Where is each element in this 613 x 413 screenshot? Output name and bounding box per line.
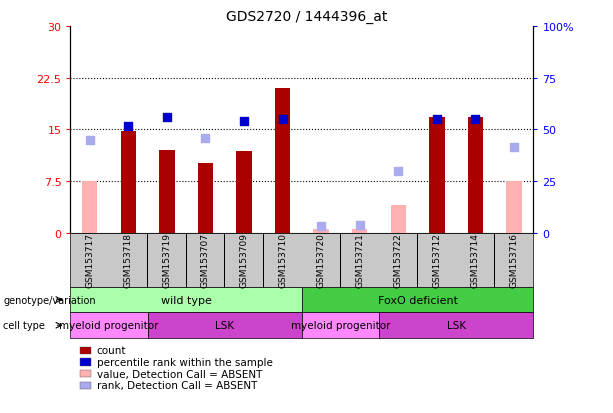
Point <box>85 137 94 144</box>
Text: GSM153717: GSM153717 <box>85 233 94 287</box>
Text: LSK: LSK <box>447 320 466 330</box>
Bar <box>468 118 483 233</box>
Text: GSM153707: GSM153707 <box>201 233 210 287</box>
Text: GSM153714: GSM153714 <box>471 233 480 287</box>
Point <box>509 144 519 151</box>
Text: GSM153718: GSM153718 <box>124 233 133 287</box>
Point <box>316 223 326 230</box>
Bar <box>121 131 136 233</box>
Bar <box>82 182 97 233</box>
Bar <box>506 182 522 233</box>
Text: percentile rank within the sample: percentile rank within the sample <box>97 357 273 367</box>
Text: GSM153719: GSM153719 <box>162 233 172 287</box>
Text: GSM153710: GSM153710 <box>278 233 287 287</box>
Point <box>239 119 249 125</box>
Text: myeloid progenitor: myeloid progenitor <box>59 320 159 330</box>
Text: value, Detection Call = ABSENT: value, Detection Call = ABSENT <box>97 369 262 379</box>
Text: GSM153712: GSM153712 <box>432 233 441 287</box>
Point <box>200 135 210 142</box>
Point <box>278 116 287 123</box>
Bar <box>275 89 291 233</box>
Bar <box>313 230 329 233</box>
Bar <box>390 206 406 233</box>
Text: GDS2720 / 1444396_at: GDS2720 / 1444396_at <box>226 10 387 24</box>
Text: GSM153722: GSM153722 <box>394 233 403 287</box>
Text: GSM153720: GSM153720 <box>317 233 326 287</box>
Bar <box>352 230 367 233</box>
Text: myeloid progenitor: myeloid progenitor <box>291 320 390 330</box>
Point <box>432 116 442 123</box>
Bar <box>198 163 213 233</box>
Text: count: count <box>97 346 126 356</box>
Point <box>162 114 172 121</box>
Text: LSK: LSK <box>215 320 234 330</box>
Text: wild type: wild type <box>161 295 211 305</box>
Text: rank, Detection Call = ABSENT: rank, Detection Call = ABSENT <box>97 380 257 390</box>
Text: GSM153716: GSM153716 <box>509 233 519 287</box>
Point <box>471 116 481 123</box>
Bar <box>159 151 175 233</box>
Point <box>355 222 365 228</box>
Point <box>123 123 133 130</box>
Point <box>394 168 403 175</box>
Text: GSM153709: GSM153709 <box>240 233 248 287</box>
Text: GSM153721: GSM153721 <box>356 233 364 287</box>
Text: genotype/variation: genotype/variation <box>3 295 96 305</box>
Bar <box>429 118 444 233</box>
Bar <box>237 152 252 233</box>
Text: FoxO deficient: FoxO deficient <box>378 295 458 305</box>
Text: cell type: cell type <box>3 320 45 330</box>
